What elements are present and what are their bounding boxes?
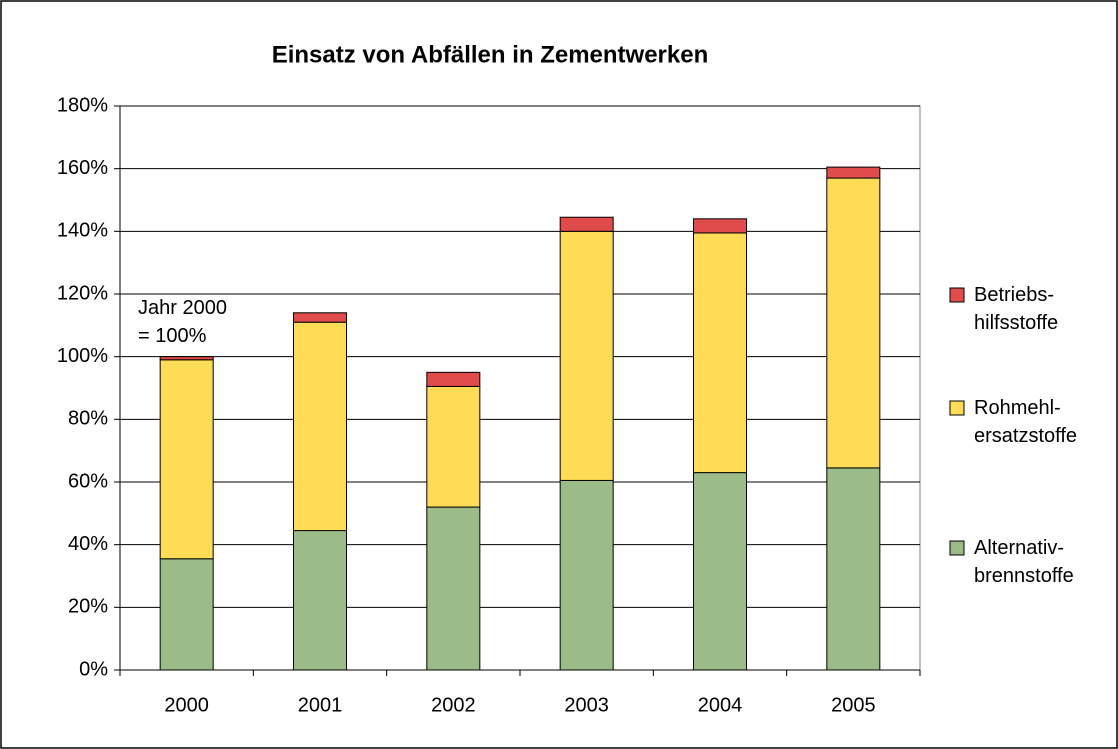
x-tick-label: 2002 — [431, 694, 476, 716]
bar-segment — [159, 359, 214, 560]
x-tick-label: 2001 — [298, 694, 343, 716]
bar-segment — [293, 312, 347, 323]
x-tick-label: 2004 — [698, 694, 743, 716]
bar-segment — [426, 385, 481, 508]
chart-title: Einsatz von Abfällen in Zementwerken — [272, 41, 709, 68]
plot-area — [119, 105, 921, 671]
bar-segment — [426, 371, 481, 387]
bar-segment — [693, 232, 747, 474]
y-tick-label: 100% — [57, 345, 108, 367]
y-tick-label: 160% — [57, 157, 108, 179]
x-tick-label: 2003 — [564, 694, 609, 716]
y-tick-label: 0% — [79, 658, 108, 680]
legend-swatch — [949, 540, 965, 556]
bar-segment — [159, 356, 214, 361]
bar-segment — [559, 216, 614, 232]
y-tick-label: 180% — [57, 94, 108, 116]
bar-segment — [693, 472, 747, 671]
x-tick-label: 2005 — [831, 694, 876, 716]
y-tick-label: 40% — [68, 533, 108, 555]
bar-segment — [826, 177, 881, 469]
legend-label: Alternativ- brennstoffe — [974, 537, 1074, 587]
bar-segment — [559, 230, 614, 481]
bar-segment — [293, 321, 347, 532]
y-tick-label: 120% — [57, 282, 108, 304]
y-tick-label: 60% — [68, 470, 108, 492]
legend-swatch — [949, 400, 965, 416]
x-tick-label: 2000 — [164, 694, 209, 716]
bar-segment — [826, 166, 881, 179]
bar-segment — [693, 218, 747, 234]
bar-segment — [559, 479, 614, 671]
annotation: Jahr 2000 = 100% — [138, 297, 227, 347]
legend-label: Betriebs- hilfsstoffe — [974, 284, 1059, 334]
bar-segment — [826, 467, 881, 671]
bar-segment — [159, 558, 214, 671]
legend-swatch — [949, 287, 965, 303]
legend-label: Rohmehl- ersatzstoffe — [974, 397, 1078, 447]
bar-segment — [426, 506, 481, 671]
y-tick-label: 20% — [68, 596, 108, 618]
bar-segment — [293, 530, 347, 671]
y-tick-label: 80% — [68, 408, 108, 430]
y-tick-label: 140% — [57, 220, 108, 242]
